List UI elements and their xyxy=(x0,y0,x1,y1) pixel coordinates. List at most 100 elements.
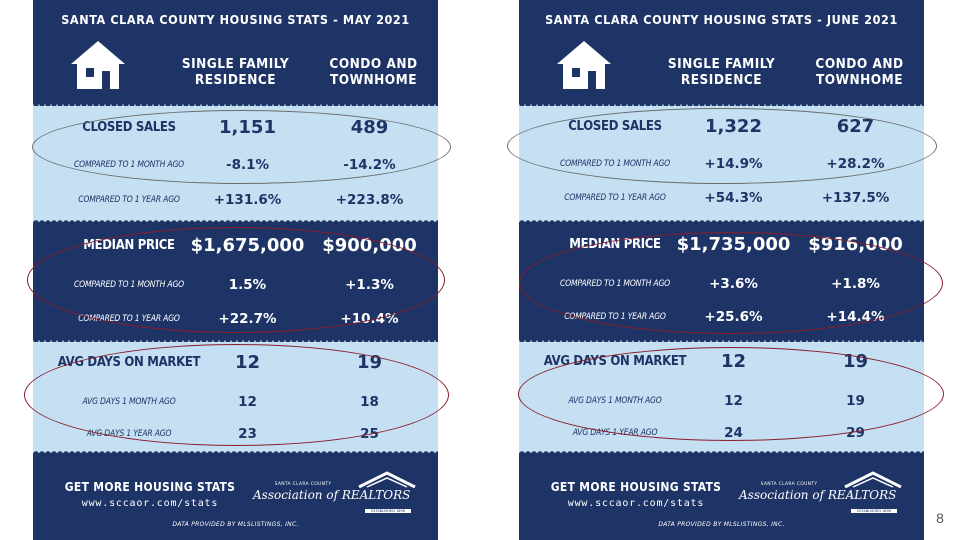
assoc-county-text: SANTA CLARA COUNTY xyxy=(274,482,332,487)
zigzag-edge xyxy=(33,451,438,456)
month-avg-label: AVG DAYS 1 MONTH AGO xyxy=(82,397,176,407)
month-avg-label: AVG DAYS 1 MONTH AGO xyxy=(568,396,662,406)
closed-sales-year-row: COMPARED TO 1 YEAR AGO +54.3% +137.5% xyxy=(519,184,924,212)
avg-days-month-row: AVG DAYS 1 MONTH AGO 12 18 xyxy=(33,388,438,416)
avg-days-section: AVG DAYS ON MARKET 12 19 AVG DAYS 1 MONT… xyxy=(33,337,438,456)
assoc-estab-text: ESTABLISHED 1896 xyxy=(851,509,897,513)
year-compare-label: COMPARED TO 1 YEAR AGO xyxy=(78,195,180,205)
data-credit: DATA PROVIDED BY MLSLISTINGS, INC. xyxy=(172,521,299,528)
zigzag-edge xyxy=(519,337,924,342)
avg-days-sfr: 12 xyxy=(720,351,747,372)
zigzag-edge xyxy=(33,337,438,342)
avg-days-label: AVG DAYS ON MARKET xyxy=(57,355,201,370)
month-compare-condo: -14.2% xyxy=(343,157,396,173)
closed-sales-row: CLOSED SALES 1,151 489 xyxy=(33,114,438,142)
year-compare-sfr: +22.7% xyxy=(218,311,277,327)
median-price-month-row: COMPARED TO 1 MONTH AGO 1.5% +1.3% xyxy=(33,271,438,299)
median-price-row: MEDIAN PRICE $1,735,000 $916,000 xyxy=(519,231,924,259)
year-compare-label: COMPARED TO 1 YEAR AGO xyxy=(564,193,666,203)
data-credit: DATA PROVIDED BY MLSLISTINGS, INC. xyxy=(658,521,785,528)
closed-sales-month-row: COMPARED TO 1 MONTH AGO -8.1% -14.2% xyxy=(33,151,438,179)
year-avg-label: AVG DAYS 1 YEAR AGO xyxy=(86,429,172,439)
closed-sales-sfr: 1,151 xyxy=(219,117,276,138)
page-number: 8 xyxy=(936,510,944,526)
year-compare-sfr: +131.6% xyxy=(213,192,282,208)
card-title: SANTA CLARA COUNTY HOUSING STATS - MAY 2… xyxy=(61,12,410,27)
median-price-condo: $900,000 xyxy=(322,235,417,256)
assoc-name-text: Association of REALTORS xyxy=(253,488,411,502)
median-price-condo: $916,000 xyxy=(808,234,903,255)
column-header-sfr: SINGLE FAMILY RESIDENCE xyxy=(181,56,290,88)
month-compare-sfr: +3.6% xyxy=(709,276,758,292)
column-header-condo: CONDO AND TOWNHOME xyxy=(815,56,904,88)
zigzag-edge xyxy=(33,101,438,106)
year-compare-sfr: +54.3% xyxy=(704,190,763,206)
year-compare-label: COMPARED TO 1 YEAR AGO xyxy=(78,314,180,324)
card-title: SANTA CLARA COUNTY HOUSING STATS - JUNE … xyxy=(545,12,898,27)
year-compare-condo: +137.5% xyxy=(821,190,890,206)
median-price-sfr: $1,735,000 xyxy=(676,234,791,255)
closed-sales-section: CLOSED SALES 1,151 489 COMPARED TO 1 MON… xyxy=(33,101,438,225)
month-avg-sfr: 12 xyxy=(724,393,743,409)
month-compare-sfr: -8.1% xyxy=(225,157,270,173)
month-compare-label: COMPARED TO 1 MONTH AGO xyxy=(73,280,184,290)
median-price-year-row: COMPARED TO 1 YEAR AGO +25.6% +14.4% xyxy=(519,303,924,331)
closed-sales-condo: 489 xyxy=(350,117,389,138)
year-compare-condo: +10.4% xyxy=(340,311,399,327)
roof-logo-icon xyxy=(844,471,902,488)
assoc-county-text: SANTA CLARA COUNTY xyxy=(760,482,818,487)
month-compare-label: COMPARED TO 1 MONTH AGO xyxy=(559,279,670,289)
median-price-sfr: $1,675,000 xyxy=(190,235,305,256)
avg-days-row: AVG DAYS ON MARKET 12 19 xyxy=(519,348,924,376)
median-price-month-row: COMPARED TO 1 MONTH AGO +3.6% +1.8% xyxy=(519,270,924,298)
median-price-row: MEDIAN PRICE $1,675,000 $900,000 xyxy=(33,232,438,260)
month-avg-condo: 18 xyxy=(360,394,379,410)
realtors-logo: SANTA CLARA COUNTY Association of REALTO… xyxy=(739,470,909,516)
footer-url[interactable]: www.sccaor.com/stats xyxy=(567,498,705,509)
year-avg-sfr: 24 xyxy=(724,425,743,441)
house-icon xyxy=(557,41,611,89)
year-compare-condo: +223.8% xyxy=(335,192,404,208)
column-header-sfr: SINGLE FAMILY RESIDENCE xyxy=(667,56,776,88)
year-avg-condo: 25 xyxy=(360,426,379,442)
month-compare-sfr: +14.9% xyxy=(704,156,763,172)
assoc-name-text: Association of REALTORS xyxy=(739,488,897,502)
roof-logo-icon xyxy=(358,471,416,488)
year-avg-condo: 29 xyxy=(846,425,865,441)
avg-days-year-row: AVG DAYS 1 YEAR AGO 23 25 xyxy=(33,420,438,448)
avg-days-section: AVG DAYS ON MARKET 12 19 AVG DAYS 1 MONT… xyxy=(519,337,924,456)
avg-days-sfr: 12 xyxy=(234,352,261,373)
median-price-year-row: COMPARED TO 1 YEAR AGO +22.7% +10.4% xyxy=(33,305,438,333)
month-compare-sfr: 1.5% xyxy=(228,277,267,293)
closed-sales-section: CLOSED SALES 1,322 627 COMPARED TO 1 MON… xyxy=(519,101,924,225)
avg-days-month-row: AVG DAYS 1 MONTH AGO 12 19 xyxy=(519,387,924,415)
median-price-section: MEDIAN PRICE $1,735,000 $916,000 COMPARE… xyxy=(519,222,924,340)
assoc-estab-text: ESTABLISHED 1896 xyxy=(365,509,411,513)
closed-sales-year-row: COMPARED TO 1 YEAR AGO +131.6% +223.8% xyxy=(33,186,438,214)
year-avg-sfr: 23 xyxy=(238,426,257,442)
closed-sales-label: CLOSED SALES xyxy=(568,119,662,134)
year-compare-label: COMPARED TO 1 YEAR AGO xyxy=(564,312,666,322)
median-price-section: MEDIAN PRICE $1,675,000 $900,000 COMPARE… xyxy=(33,222,438,340)
footer-url[interactable]: www.sccaor.com/stats xyxy=(81,498,219,509)
year-compare-condo: +14.4% xyxy=(826,309,885,325)
column-header-condo: CONDO AND TOWNHOME xyxy=(329,56,418,88)
month-compare-condo: +28.2% xyxy=(826,156,885,172)
month-compare-label: COMPARED TO 1 MONTH AGO xyxy=(73,160,184,170)
zigzag-edge xyxy=(519,101,924,106)
month-compare-label: COMPARED TO 1 MONTH AGO xyxy=(559,159,670,169)
month-compare-condo: +1.8% xyxy=(831,276,880,292)
closed-sales-row: CLOSED SALES 1,322 627 xyxy=(519,113,924,141)
stats-card-june: SANTA CLARA COUNTY HOUSING STATS - JUNE … xyxy=(519,0,924,540)
stats-card-may: SANTA CLARA COUNTY HOUSING STATS - MAY 2… xyxy=(33,0,438,540)
realtors-logo: SANTA CLARA COUNTY Association of REALTO… xyxy=(253,470,423,516)
year-avg-label: AVG DAYS 1 YEAR AGO xyxy=(572,428,658,438)
avg-days-label: AVG DAYS ON MARKET xyxy=(543,354,687,369)
closed-sales-label: CLOSED SALES xyxy=(82,120,176,135)
closed-sales-month-row: COMPARED TO 1 MONTH AGO +14.9% +28.2% xyxy=(519,150,924,178)
closed-sales-condo: 627 xyxy=(836,116,875,137)
avg-days-row: AVG DAYS ON MARKET 12 19 xyxy=(33,349,438,377)
month-compare-condo: +1.3% xyxy=(345,277,394,293)
avg-days-year-row: AVG DAYS 1 YEAR AGO 24 29 xyxy=(519,419,924,447)
month-avg-sfr: 12 xyxy=(238,394,257,410)
